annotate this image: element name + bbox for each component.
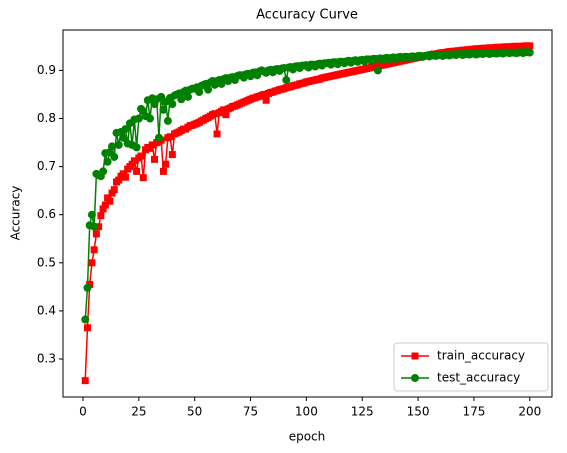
marker: [90, 222, 99, 231]
y-tick-label: 0.4: [37, 303, 56, 317]
x-tick-label: 50: [187, 405, 202, 419]
marker: [159, 167, 167, 175]
y-axis-label: Accuracy: [9, 186, 23, 241]
y-tick-label: 0.8: [37, 111, 56, 125]
marker: [162, 160, 170, 168]
marker: [211, 110, 219, 118]
marker: [121, 173, 129, 181]
marker: [137, 152, 145, 160]
series-line: [84, 51, 530, 320]
marker: [88, 259, 96, 267]
x-tick-label: 200: [518, 405, 541, 419]
x-tick-label: 125: [351, 405, 374, 419]
marker: [97, 212, 105, 220]
marker: [204, 85, 213, 94]
marker: [183, 92, 192, 101]
y-tick-label: 0.6: [37, 207, 56, 221]
marker: [106, 197, 114, 205]
marker: [150, 155, 158, 163]
marker: [95, 223, 103, 231]
x-tick-label: 0: [79, 405, 87, 419]
marker: [110, 152, 119, 161]
marker: [90, 246, 98, 254]
y-tick-label: 0.3: [37, 352, 56, 366]
marker: [130, 157, 138, 165]
marker: [282, 76, 291, 85]
y-tick-label: 0.7: [37, 159, 56, 173]
x-tick-label: 175: [462, 405, 485, 419]
x-tick-label: 100: [295, 405, 318, 419]
marker: [166, 133, 174, 141]
marker: [139, 174, 147, 182]
marker: [132, 143, 141, 152]
marker: [525, 48, 534, 57]
marker: [99, 205, 107, 213]
marker: [134, 114, 143, 123]
marker: [222, 111, 230, 119]
legend-label: test_accuracy: [437, 371, 520, 385]
x-axis-label: epoch: [289, 430, 326, 444]
marker: [373, 66, 382, 75]
marker: [220, 106, 228, 114]
x-tick-label: 150: [407, 405, 430, 419]
marker: [159, 105, 168, 114]
marker: [110, 186, 118, 194]
marker: [260, 90, 268, 98]
marker: [262, 96, 270, 104]
marker: [115, 176, 123, 184]
plot-frame: [62, 29, 553, 398]
marker: [526, 42, 534, 50]
marker: [148, 141, 156, 149]
marker: [92, 230, 100, 238]
marker: [81, 377, 89, 385]
marker: [119, 133, 128, 142]
marker: [83, 283, 92, 292]
marker: [114, 140, 123, 149]
y-tick-label: 0.9: [37, 63, 56, 77]
marker: [213, 130, 221, 138]
marker: [146, 114, 155, 123]
marker: [87, 210, 96, 219]
y-tick-label: 0.5: [37, 255, 56, 269]
marker: [133, 167, 141, 175]
marker: [168, 151, 176, 159]
marker: [177, 95, 186, 104]
x-tick-label: 75: [243, 405, 258, 419]
marker: [86, 280, 94, 288]
marker: [163, 116, 172, 125]
x-tick-label: 25: [131, 405, 146, 419]
legend-label: train_accuracy: [437, 349, 525, 363]
marker: [195, 88, 204, 97]
marker: [108, 142, 117, 151]
legend-box: [393, 342, 549, 392]
marker: [168, 100, 177, 109]
legend: train_accuracy test_accuracy: [393, 342, 549, 392]
legend-marker: [411, 352, 419, 360]
marker: [101, 201, 109, 209]
marker: [99, 167, 108, 176]
marker: [154, 133, 163, 142]
chart-title: Accuracy Curve: [256, 8, 358, 23]
legend-marker: [411, 374, 419, 382]
marker: [121, 125, 130, 134]
marker: [103, 157, 112, 166]
marker: [83, 324, 91, 332]
marker: [81, 315, 90, 324]
